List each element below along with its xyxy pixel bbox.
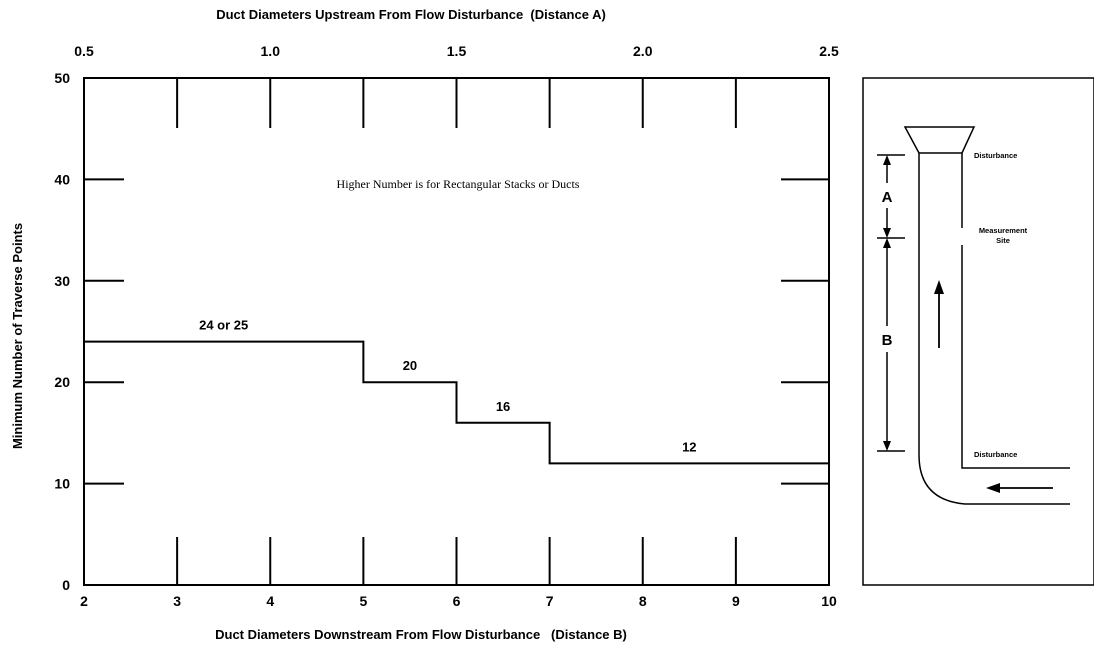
- flow-arrow-left-head: [986, 483, 1000, 493]
- dimension-a-label: A: [882, 189, 893, 206]
- step-label: 16: [496, 399, 510, 414]
- step-label: 24 or 25: [199, 318, 248, 333]
- bottom-axis-title: Duct Diameters Downstream From Flow Dist…: [215, 627, 627, 642]
- bottom-tick-label: 9: [732, 593, 740, 609]
- step-label: 20: [403, 358, 417, 373]
- bottom-tick-label: 8: [639, 593, 647, 609]
- top-tick-label: 1.5: [447, 43, 467, 59]
- dimension-a-arrowhead-down: [883, 228, 891, 238]
- step-labels-group: 24 or 25 20 16 12: [199, 318, 696, 455]
- y-tick-label: 20: [54, 374, 70, 390]
- duct-funnel: [903, 126, 976, 154]
- flow-arrow-up-head: [934, 280, 944, 294]
- bottom-tick-label: 2: [80, 593, 88, 609]
- dimension-b-label: B: [882, 332, 893, 349]
- chart-note: Higher Number is for Rectangular Stacks …: [337, 177, 580, 191]
- bottom-tick-label: 6: [453, 593, 461, 609]
- tick-labels-group: 2 3 4 5 6 7 8 9 10 0.5 1.0 1.5 2.0 2.5 0 10 20 30 40 50: [54, 43, 839, 609]
- top-tick-label: 2.5: [819, 43, 839, 59]
- plot-frame: [83, 77, 830, 586]
- duct-left-wall: [918, 153, 1070, 505]
- y-tick-label: 30: [54, 273, 70, 289]
- step-label: 12: [682, 439, 696, 454]
- series-group: [84, 340, 829, 465]
- bottom-tick-label: 3: [173, 593, 181, 609]
- bottom-tick-label: 5: [359, 593, 367, 609]
- disturbance-top-label: Disturbance: [974, 151, 1017, 160]
- dimension-b-arrowhead-up: [883, 238, 891, 248]
- disturbance-bottom-label: Disturbance: [974, 450, 1017, 459]
- dimension-b-arrowhead-down: [883, 441, 891, 451]
- top-tick-label: 1.0: [261, 43, 281, 59]
- top-tick-label: 2.0: [633, 43, 653, 59]
- dimension-a-arrowhead-up: [883, 155, 891, 165]
- bottom-tick-label: 10: [821, 593, 837, 609]
- step-line: [84, 340, 829, 465]
- measurement-site-label-line2: Site: [996, 236, 1010, 245]
- y-tick-label: 10: [54, 476, 70, 492]
- top-tick-label: 0.5: [74, 43, 94, 59]
- measurement-site-label-line1: Measurement: [979, 226, 1028, 235]
- top-axis-title: Duct Diameters Upstream From Flow Distur…: [216, 7, 606, 22]
- stack-diagram: A B Disturbance Measurement Site Disturb…: [862, 77, 1094, 586]
- y-tick-label: 0: [62, 577, 70, 593]
- bottom-tick-label: 7: [546, 593, 554, 609]
- ticks-group: [84, 78, 829, 585]
- bottom-tick-label: 4: [266, 593, 274, 609]
- diagram-frame: [862, 77, 1094, 586]
- y-tick-label: 50: [54, 70, 70, 86]
- y-tick-label: 40: [54, 171, 70, 187]
- y-axis-title: Minimum Number of Traverse Points: [10, 223, 25, 449]
- duct-right-wall-lower: [961, 245, 1070, 469]
